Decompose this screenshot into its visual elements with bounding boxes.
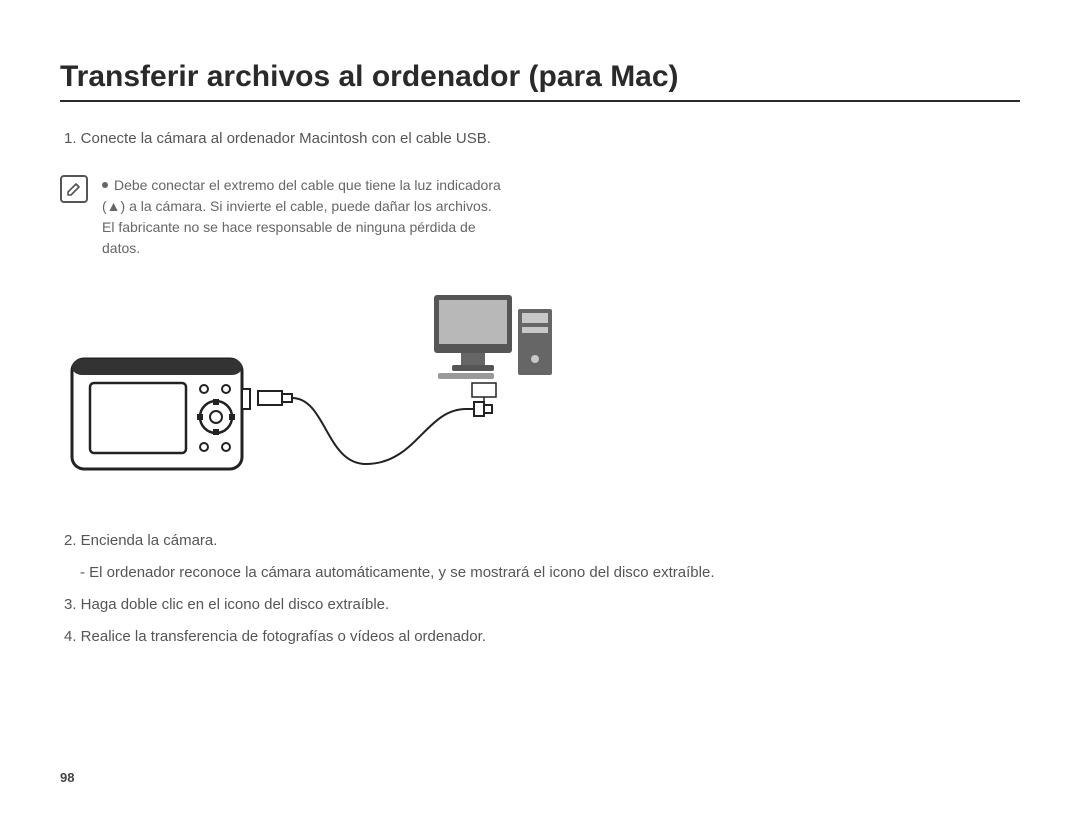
steps-list: 2. Encienda la cámara. - El ordenador re… [64, 529, 1020, 649]
step-2-sub: - El ordenador reconoce la cámara automá… [80, 561, 1020, 585]
step-3: 3. Haga doble clic en el icono del disco… [64, 593, 1020, 617]
usb-cable [292, 398, 474, 464]
usb-plug-pc-icon [474, 402, 492, 416]
step-1: 1. Conecte la cámara al ordenador Macint… [64, 130, 1020, 147]
pc-usb-port [472, 383, 496, 397]
page-number: 98 [60, 770, 74, 785]
note-line-3: El fabricante no se hace responsable de … [102, 219, 476, 235]
usb-plug-icon [258, 391, 292, 405]
page-title: Transferir archivos al ordenador (para M… [60, 60, 1020, 102]
note-line-4: datos. [102, 240, 140, 256]
note-line-1: Debe conectar el extremo del cable que t… [114, 177, 501, 193]
note-line-2: (▲) a la cámara. Si invierte el cable, p… [102, 198, 492, 214]
bullet-icon [102, 182, 108, 188]
keyboard-icon [438, 373, 494, 379]
note-block: Debe conectar el extremo del cable que t… [60, 175, 1020, 259]
connection-diagram [66, 289, 586, 489]
step-2: 2. Encienda la cámara. [64, 529, 1020, 553]
pc-tower-icon [518, 309, 552, 375]
pencil-note-icon [60, 175, 88, 203]
monitor-icon [434, 295, 512, 371]
step-4: 4. Realice la transferencia de fotografí… [64, 625, 1020, 649]
camera-icon [72, 359, 250, 469]
note-text: Debe conectar el extremo del cable que t… [102, 175, 501, 259]
